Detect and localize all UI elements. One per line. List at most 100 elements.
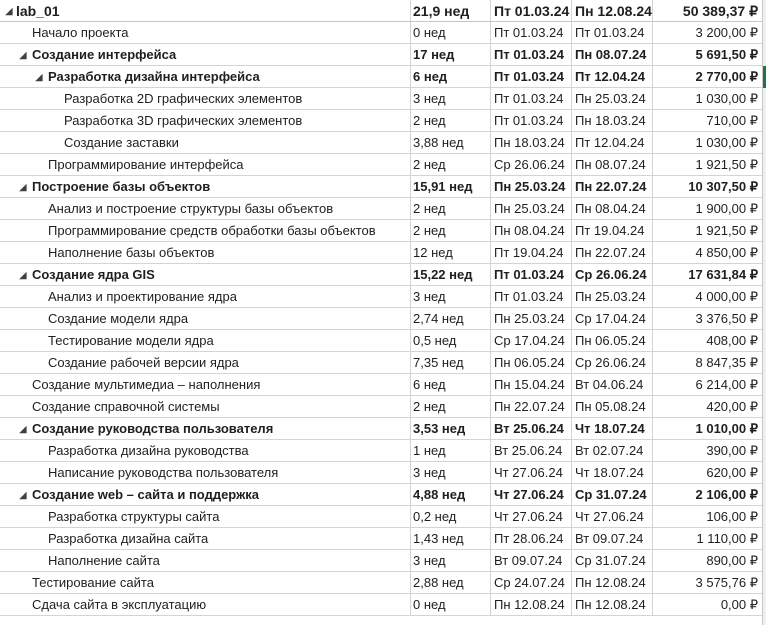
duration-cell[interactable]: 15,22 нед <box>411 264 491 285</box>
task-row[interactable]: Анализ и проектирование ядра 3 нед Пт 01.0… <box>0 286 766 308</box>
duration-cell[interactable]: 2 нед <box>411 220 491 241</box>
task-row[interactable]: ◢ Создание web – сайта и поддержка 4,88 не… <box>0 484 766 506</box>
task-row[interactable]: Наполнение базы объектов 12 нед Пт 19.04.2… <box>0 242 766 264</box>
cost-cell[interactable]: 4 850,00 ₽ <box>653 242 763 263</box>
task-row[interactable]: Наполнение сайта 3 нед Вт 09.07.24 Ср 31.07… <box>0 550 766 572</box>
task-name-cell[interactable]: ◢ Создание ядра GIS <box>0 264 411 285</box>
finish-cell[interactable]: Пн 22.07.24 <box>572 176 653 197</box>
cost-cell[interactable]: 890,00 ₽ <box>653 550 763 571</box>
finish-cell[interactable]: Вт 02.07.24 <box>572 440 653 461</box>
task-name-cell[interactable]: Тестирование модели ядра <box>0 330 411 351</box>
task-row[interactable]: Разработка дизайна сайта 1,43 нед Пт 28.06… <box>0 528 766 550</box>
cost-cell[interactable]: 5 691,50 ₽ <box>653 44 763 65</box>
cost-cell[interactable]: 3 376,50 ₽ <box>653 308 763 329</box>
collapse-triangle-icon[interactable]: ◢ <box>19 270 27 280</box>
task-row[interactable]: ◢ lab_01 21,9 нед Пт 01.03.24 Пн 12.08.24 50 … <box>0 0 766 22</box>
duration-cell[interactable]: 2 нед <box>411 110 491 131</box>
finish-cell[interactable]: Ср 26.06.24 <box>572 352 653 373</box>
task-name-cell[interactable]: Создание справочной системы <box>0 396 411 417</box>
task-row[interactable]: Создание мультимедиа – наполнения 6 нед Пн… <box>0 374 766 396</box>
duration-cell[interactable]: 6 нед <box>411 66 491 87</box>
task-row[interactable]: Создание модели ядра 2,74 нед Пн 25.03.24 С… <box>0 308 766 330</box>
finish-cell[interactable]: Ср 26.06.24 <box>572 264 653 285</box>
duration-cell[interactable]: 1 нед <box>411 440 491 461</box>
cost-cell[interactable]: 3 200,00 ₽ <box>653 22 763 43</box>
start-cell[interactable]: Пн 18.03.24 <box>491 132 572 153</box>
cost-cell[interactable]: 4 000,00 ₽ <box>653 286 763 307</box>
duration-cell[interactable]: 0 нед <box>411 594 491 615</box>
task-row[interactable]: Разработка 3D графических элементов 2 нед… <box>0 110 766 132</box>
cost-cell[interactable]: 1 010,00 ₽ <box>653 418 763 439</box>
collapse-triangle-icon[interactable]: ◢ <box>5 6 13 16</box>
cost-cell[interactable]: 2 106,00 ₽ <box>653 484 763 505</box>
finish-cell[interactable]: Пн 18.03.24 <box>572 110 653 131</box>
collapse-triangle-icon[interactable]: ◢ <box>19 490 27 500</box>
start-cell[interactable]: Пн 12.08.24 <box>491 594 572 615</box>
start-cell[interactable]: Вт 25.06.24 <box>491 418 572 439</box>
start-cell[interactable]: Пн 22.07.24 <box>491 396 572 417</box>
duration-cell[interactable]: 1,43 нед <box>411 528 491 549</box>
duration-cell[interactable]: 12 нед <box>411 242 491 263</box>
start-cell[interactable]: Пт 19.04.24 <box>491 242 572 263</box>
finish-cell[interactable]: Пн 08.04.24 <box>572 198 653 219</box>
collapse-triangle-icon[interactable]: ◢ <box>19 182 27 192</box>
duration-cell[interactable]: 15,91 нед <box>411 176 491 197</box>
task-row[interactable]: Создание справочной системы 2 нед Пн 22.07… <box>0 396 766 418</box>
cost-cell[interactable]: 6 214,00 ₽ <box>653 374 763 395</box>
task-name-cell[interactable]: Разработка структуры сайта <box>0 506 411 527</box>
finish-cell[interactable]: Пн 08.07.24 <box>572 44 653 65</box>
finish-cell[interactable]: Пн 12.08.24 <box>572 594 653 615</box>
duration-cell[interactable]: 21,9 нед <box>411 0 491 21</box>
task-row[interactable]: Тестирование сайта 2,88 нед Ср 24.07.24 Пн … <box>0 572 766 594</box>
start-cell[interactable]: Чт 27.06.24 <box>491 506 572 527</box>
finish-cell[interactable]: Пт 01.03.24 <box>572 22 653 43</box>
start-cell[interactable]: Пт 28.06.24 <box>491 528 572 549</box>
task-name-cell[interactable]: ◢ Разработка дизайна интерфейса <box>0 66 411 87</box>
start-cell[interactable]: Пт 01.03.24 <box>491 66 572 87</box>
duration-cell[interactable]: 2 нед <box>411 198 491 219</box>
start-cell[interactable]: Пн 25.03.24 <box>491 308 572 329</box>
duration-cell[interactable]: 3 нед <box>411 550 491 571</box>
duration-cell[interactable]: 0 нед <box>411 22 491 43</box>
task-row[interactable]: Создание заставки 3,88 нед Пн 18.03.24 Пт 1… <box>0 132 766 154</box>
finish-cell[interactable]: Пт 12.04.24 <box>572 132 653 153</box>
task-name-cell[interactable]: ◢ Построение базы объектов <box>0 176 411 197</box>
task-name-cell[interactable]: Начало проекта <box>0 22 411 43</box>
task-row[interactable]: Сдача сайта в эксплуатацию 0 нед Пн 12.08.… <box>0 594 766 616</box>
start-cell[interactable]: Ср 17.04.24 <box>491 330 572 351</box>
finish-cell[interactable]: Пт 12.04.24 <box>572 66 653 87</box>
duration-cell[interactable]: 3 нед <box>411 462 491 483</box>
finish-cell[interactable]: Вт 04.06.24 <box>572 374 653 395</box>
start-cell[interactable]: Чт 27.06.24 <box>491 462 572 483</box>
start-cell[interactable]: Чт 27.06.24 <box>491 484 572 505</box>
duration-cell[interactable]: 2,74 нед <box>411 308 491 329</box>
start-cell[interactable]: Пн 15.04.24 <box>491 374 572 395</box>
task-row[interactable]: Разработка дизайна руководства 1 нед Вт 25… <box>0 440 766 462</box>
task-name-cell[interactable]: Наполнение базы объектов <box>0 242 411 263</box>
finish-cell[interactable]: Пт 19.04.24 <box>572 220 653 241</box>
finish-cell[interactable]: Пн 06.05.24 <box>572 330 653 351</box>
finish-cell[interactable]: Вт 09.07.24 <box>572 528 653 549</box>
finish-cell[interactable]: Чт 18.07.24 <box>572 418 653 439</box>
task-name-cell[interactable]: ◢ lab_01 <box>0 0 411 21</box>
task-name-cell[interactable]: Тестирование сайта <box>0 572 411 593</box>
cost-cell[interactable]: 0,00 ₽ <box>653 594 763 615</box>
duration-cell[interactable]: 2,88 нед <box>411 572 491 593</box>
start-cell[interactable]: Пт 01.03.24 <box>491 0 572 21</box>
duration-cell[interactable]: 7,35 нед <box>411 352 491 373</box>
duration-cell[interactable]: 3 нед <box>411 88 491 109</box>
cost-cell[interactable]: 390,00 ₽ <box>653 440 763 461</box>
duration-cell[interactable]: 3,53 нед <box>411 418 491 439</box>
task-name-cell[interactable]: Создание модели ядра <box>0 308 411 329</box>
task-row[interactable]: Программирование средств обработки базы … <box>0 220 766 242</box>
task-row[interactable]: Анализ и построение структуры базы объек… <box>0 198 766 220</box>
cost-cell[interactable]: 1 921,50 ₽ <box>653 220 763 241</box>
duration-cell[interactable]: 0,2 нед <box>411 506 491 527</box>
finish-cell[interactable]: Пн 25.03.24 <box>572 88 653 109</box>
task-row[interactable]: Начало проекта 0 нед Пт 01.03.24 Пт 01.03.2… <box>0 22 766 44</box>
task-row[interactable]: ◢ Построение базы объектов 15,91 нед Пн 25.… <box>0 176 766 198</box>
duration-cell[interactable]: 17 нед <box>411 44 491 65</box>
cost-cell[interactable]: 50 389,37 ₽ <box>653 0 763 21</box>
task-name-cell[interactable]: ◢ Создание руководства пользователя <box>0 418 411 439</box>
task-name-cell[interactable]: Разработка 2D графических элементов <box>0 88 411 109</box>
